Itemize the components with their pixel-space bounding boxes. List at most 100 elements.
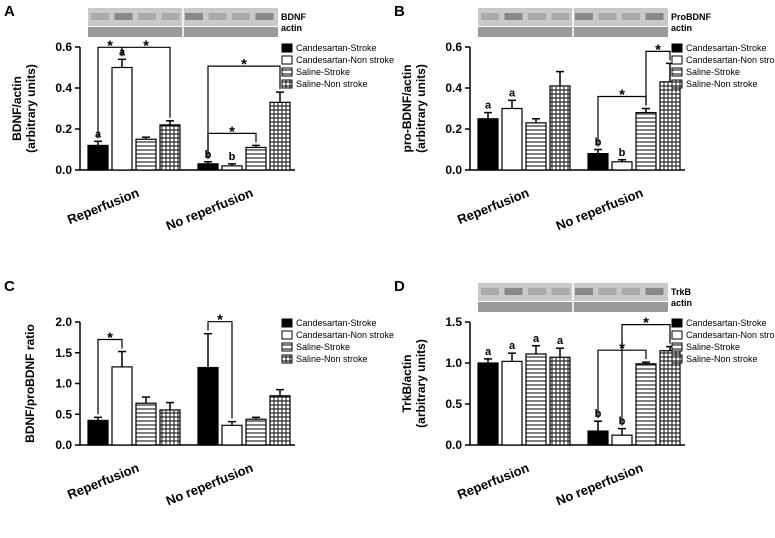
legend-swatch [281,43,293,53]
blot-lane [551,13,570,20]
bar [135,138,157,171]
bar [525,353,547,446]
legend-label: Saline-Stroke [686,342,740,352]
panel-letter: D [394,278,405,295]
blot-lane [138,13,156,20]
bar [659,81,681,171]
legend-swatch [671,318,683,328]
y-tick-label: 1.0 [55,377,72,391]
x-tick-label: Reperfusion [65,185,141,227]
blot-label: TrkB [671,287,692,297]
blot-lane [185,13,203,20]
significance-star: * [107,330,113,347]
blot-label: BDNF [281,12,306,22]
letter-label: a [485,346,492,358]
y-tick-label: 0.4 [55,81,72,95]
bar [635,363,657,446]
bar [549,356,571,446]
blot-lane [91,13,109,20]
significance-star: * [655,41,661,58]
y-tick-label: 0.6 [55,40,72,54]
legend-label: Saline-Non stroke [296,79,368,89]
blot-lane [645,288,664,295]
bar [87,144,109,171]
significance-bracket [621,324,671,426]
bar [477,118,499,171]
legend-label: Saline-Stroke [296,342,350,352]
y-tick-label: 0.0 [55,163,72,177]
panel: C BDNF/proBDNF ratio 0.0 0.5 1.0 1.5 2.0 Reperf… [4,278,394,508]
x-tick-label: No reperfusion [554,185,645,234]
y-tick-label: 0.0 [445,438,462,452]
blot-lane [622,288,640,295]
legend-label: Saline-Non stroke [296,354,368,364]
blot-image [478,8,668,37]
significance-star: * [217,312,223,329]
letter-label: a [485,100,492,112]
blot-lane [114,13,133,20]
legend-swatch [671,79,683,89]
x-tick-label: Reperfusion [455,185,531,227]
bar [245,418,267,446]
blot-lane [504,288,523,295]
significance-bracket [207,65,281,159]
panel-letter: A [4,3,15,20]
letter-label: a [533,333,540,345]
y-axis-label: BDNF/proBDNF ratio [23,324,37,443]
panel-letter: C [4,278,15,295]
y-axis-label: BDNF/actin [10,76,24,141]
blot-lane [622,13,640,20]
y-tick-label: 0.4 [445,81,462,95]
bar [549,85,571,171]
letter-label: b [229,151,236,163]
bar [111,366,133,446]
blot-lane [161,13,180,20]
blot-lane [528,13,546,20]
bar [221,424,243,446]
blot-lane [481,13,499,20]
y-tick-label: 0.5 [55,407,72,421]
y-tick-label: 0.5 [445,397,462,411]
bar [159,124,181,171]
bar [501,360,523,446]
blot-lane [575,288,593,295]
bar [221,165,243,171]
significance-bracket [97,338,123,415]
y-tick-label: 0.2 [55,122,72,136]
legend-label: Candesartan-Stroke [296,318,377,328]
blot-image [88,8,278,37]
bar [245,146,267,171]
bar [111,66,133,171]
bar [477,362,499,446]
x-tick-label: No reperfusion [554,460,645,509]
y-tick-label: 0.2 [445,122,462,136]
blot-lane [481,288,499,295]
legend-swatch [281,318,293,328]
bar [587,153,609,171]
bar [197,163,219,171]
panel-letter: B [394,3,405,20]
legend-label: Saline-Non stroke [686,354,758,364]
x-tick-label: Reperfusion [455,460,531,502]
blot-lane [598,288,617,295]
letter-label: a [509,340,516,352]
y-axis-label: (arbitrary units) [414,339,428,428]
bar [87,419,109,446]
legend-label: Candesartan-Non stroke [296,55,394,65]
bar [269,101,291,171]
legend-swatch [281,55,293,65]
y-tick-label: 2.0 [55,315,72,329]
significance-star: * [229,123,235,140]
legend-swatch [671,43,683,53]
letter-label: a [557,335,564,347]
bar [635,111,657,171]
legend-swatch [281,342,293,352]
legend-swatch [671,55,683,65]
bar [587,430,609,446]
y-tick-label: 0.0 [55,438,72,452]
legend-label: Saline-Non stroke [686,79,758,89]
legend-label: Candesartan-Stroke [296,43,377,53]
